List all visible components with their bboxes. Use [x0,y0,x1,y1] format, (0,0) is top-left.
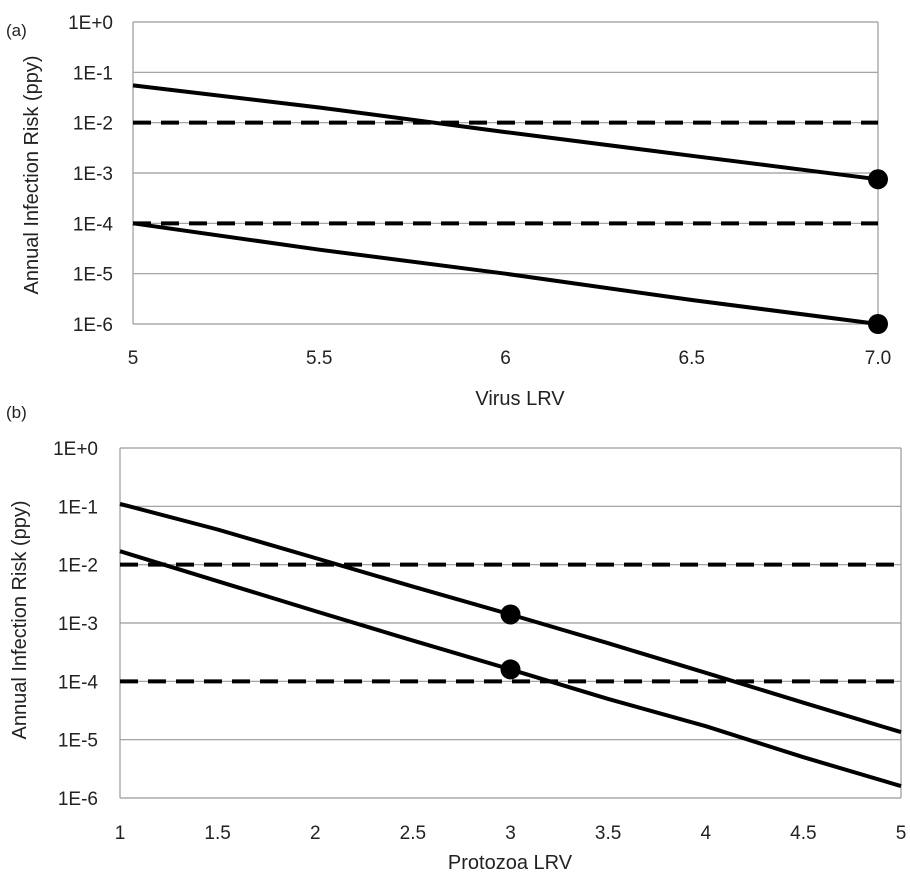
panel-a-series-line-2 [132,221,879,326]
panel-a-y-axis-label: Annual Infection Risk (ppy) [21,55,43,294]
panel-a-x-tick-label: 6.5 [679,348,705,369]
panel-a-y-ticks: 1E-6 1E-5 1E-4 1E-3 1E-2 1E-1 1E+0 [68,13,113,336]
panel-a-markers [868,169,888,334]
panel-b-markers [500,604,521,680]
panel-b-x-tick-label: 1.5 [204,823,230,844]
panel-b-x-axis-label: Protozoa LRV [448,852,573,874]
panel-a-y-tick-label: 1E-4 [73,214,114,235]
panel-b-y-tick-label: 1E-6 [58,789,98,810]
panel-b-marker-1 [500,604,521,625]
panel-a-series-line-1 [132,83,879,182]
panel-a-y-tick-label: 1E-6 [73,315,113,336]
panel-b-x-tick-label: 4 [700,823,711,844]
panel-a-x-ticks: 5 5.5 6 6.5 7.0 [128,348,892,369]
panel-b-x-tick-label: 2.5 [400,823,426,844]
panel-a-x-tick-label: 7.0 [865,348,891,369]
panel-a-y-tick-label: 1E-1 [73,63,113,84]
panel-b-x-tick-label: 3 [505,823,516,844]
panel-b-gridlines [119,447,902,799]
panel-b-y-axis-label: Annual Infection Risk (ppy) [9,500,31,739]
panel-a-reference-lines [133,120,878,226]
panel-b-x-tick-label: 2 [310,823,321,844]
panel-b-reference-lines [120,562,901,684]
panel-b-x-tick-label: 5 [896,823,907,844]
panel-b-y-tick-label: 1E+0 [53,439,98,460]
panel-a-y-tick-label: 1E+0 [68,13,113,34]
panel-b-y-tick-label: 1E-5 [58,731,98,752]
panel-b-label: (b) [6,403,27,422]
panel-b-x-tick-label: 1 [115,823,126,844]
panel-b-x-ticks: 1 1.5 2 2.5 3 3.5 4 4.5 5 [115,823,907,844]
panel-b-y-tick-label: 1E-3 [58,614,98,635]
panel-a-x-axis-label: Virus LRV [475,388,565,410]
panel-a-x-tick-label: 6 [500,348,511,369]
panel-a-x-tick-label: 5 [128,348,139,369]
panel-a-label: (a) [6,21,27,40]
panel-b-y-tick-label: 1E-1 [58,497,98,518]
panel-b-marker-2 [500,659,521,680]
panel-a-x-tick-label: 5.5 [306,348,332,369]
panel-a: (a) 1E-6 1E-5 1E-4 1E-3 1E-2 1E-1 1E+0 5 5.5 6 6.… [6,13,891,410]
panel-b-y-tick-label: 1E-4 [58,672,99,693]
panel-b-x-tick-label: 3.5 [595,823,621,844]
panel-b-y-ticks: 1E-6 1E-5 1E-4 1E-3 1E-2 1E-1 1E+0 [53,439,98,810]
panel-b: (b) 1E-6 1E-5 1E-4 1E-3 1E-2 1E-1 1E+0 1 1.5 2 2.… [6,403,906,874]
panel-b-series [119,501,902,789]
panel-a-y-tick-label: 1E-2 [73,114,113,135]
panel-b-y-tick-label: 1E-2 [58,556,98,577]
panel-a-y-tick-label: 1E-5 [73,265,113,286]
panel-a-gridlines [132,21,879,325]
panel-b-x-tick-label: 4.5 [790,823,816,844]
panel-a-marker-1 [868,169,888,190]
panel-a-series [132,83,879,326]
panel-a-y-tick-label: 1E-3 [73,164,113,185]
panel-a-marker-2 [868,314,888,334]
